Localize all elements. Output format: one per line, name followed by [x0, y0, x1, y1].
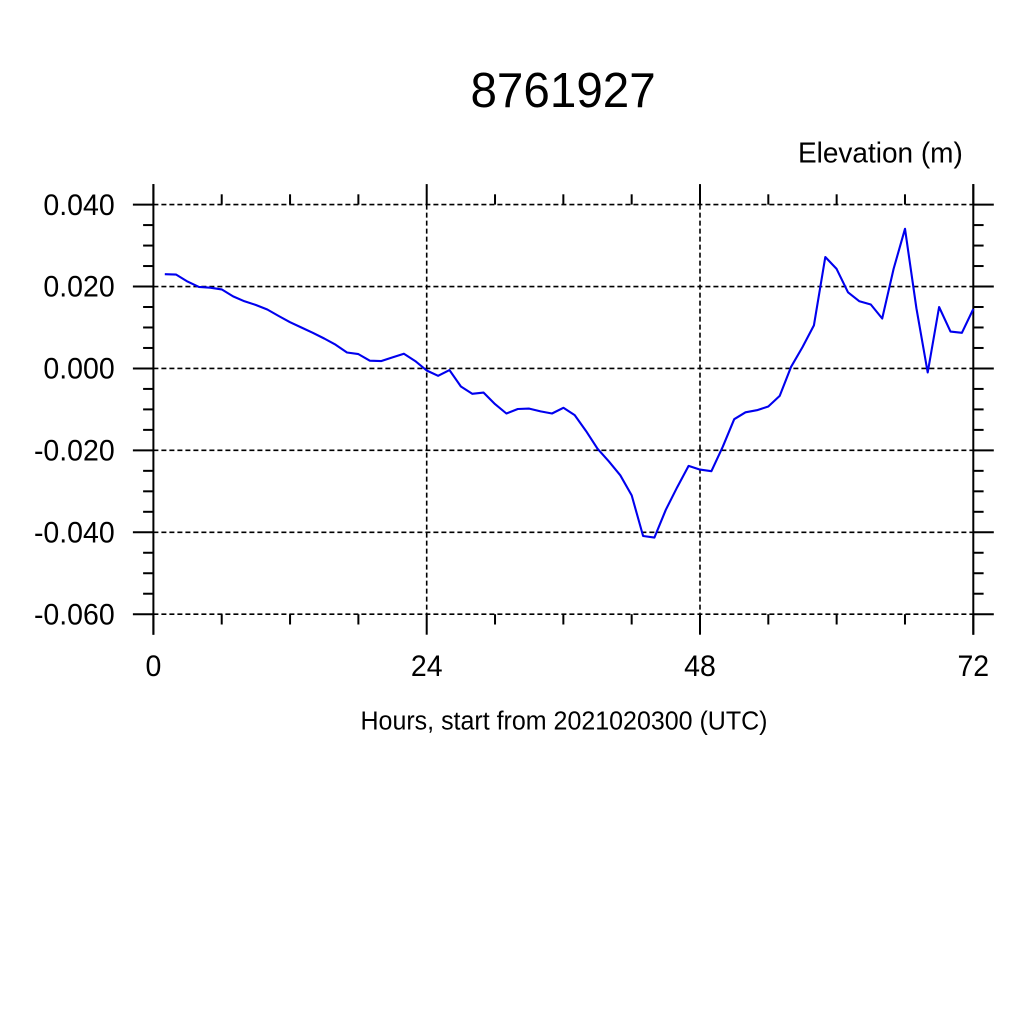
svg-text:72: 72 — [957, 650, 989, 683]
svg-text:Elevation (m): Elevation (m) — [798, 137, 963, 170]
svg-text:-0.020: -0.020 — [34, 435, 115, 468]
svg-text:0.000: 0.000 — [43, 353, 114, 386]
svg-text:48: 48 — [684, 650, 716, 683]
svg-text:-0.040: -0.040 — [34, 517, 115, 550]
svg-text:0: 0 — [145, 650, 161, 683]
svg-text:0.020: 0.020 — [43, 271, 114, 304]
svg-text:Hours, start from 2021020300 (: Hours, start from 2021020300 (UTC) — [361, 707, 768, 736]
svg-text:0.040: 0.040 — [43, 189, 114, 222]
svg-text:24: 24 — [411, 650, 443, 683]
svg-text:8761927: 8761927 — [470, 63, 655, 118]
svg-text:-0.060: -0.060 — [34, 599, 115, 632]
